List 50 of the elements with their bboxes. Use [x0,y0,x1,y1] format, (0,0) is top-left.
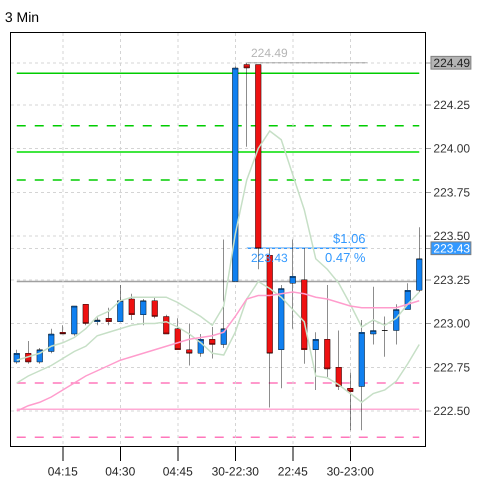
y-tick-label: 223.75 [433,185,470,200]
candlestick [174,318,181,350]
candlestick [140,298,146,326]
y-tick-label: 223.00 [433,316,470,331]
candlestick [186,323,192,366]
y-tick-label: 222.75 [433,360,470,374]
y-tick-label: 223.43 [433,241,470,256]
candlestick [48,328,54,354]
y-tick-label: 224.49 [433,56,470,70]
chart-title: 3 Min [4,9,40,25]
y-tick-label: 223.50 [433,229,470,244]
candlestick [370,286,376,345]
candlestick [82,304,89,326]
candlestick [301,248,308,364]
candlestick [106,308,112,326]
candlestick [209,326,216,359]
candlestick [152,297,158,318]
x-tick-label: 30-23:00 [326,464,374,478]
annotation: $1.06 [333,231,366,246]
x-tick-label: 04:30 [105,464,136,478]
x-tick-label: 04:15 [48,464,78,478]
candlestick [14,350,20,364]
candlestick [393,304,400,345]
annotation: 0.47 % [325,250,366,265]
candlestick [128,294,135,320]
candlestick [60,325,66,334]
y-tick-label: 222.50 [433,404,470,418]
x-tick-label: 22:45 [278,464,308,478]
candlestick [358,320,365,430]
candlestick [416,227,422,292]
candlestick [336,330,342,390]
candlestick [347,372,354,430]
candlestick [290,239,296,329]
candlestick [324,284,330,378]
candlestick [71,306,78,336]
y-tick-label: 224.25 [433,98,470,112]
candlestick [163,314,170,334]
candlestick [312,332,319,390]
y-tick-label: 224.00 [433,142,470,156]
candlestick [94,316,100,326]
candlestick [278,284,284,388]
line-series [16,130,420,361]
x-tick-label: 04:45 [162,464,194,478]
y-tick-label: 223.25 [433,272,470,287]
x-tick-label: 30-22:30 [212,464,260,478]
candlestick [220,239,227,348]
candlestick [117,284,124,322]
candlestick [244,62,250,147]
ref-line-label: 224.49 [251,46,288,60]
candlestick [382,316,388,357]
